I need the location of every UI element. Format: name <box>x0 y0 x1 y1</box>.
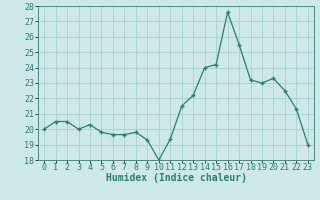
X-axis label: Humidex (Indice chaleur): Humidex (Indice chaleur) <box>106 173 246 183</box>
